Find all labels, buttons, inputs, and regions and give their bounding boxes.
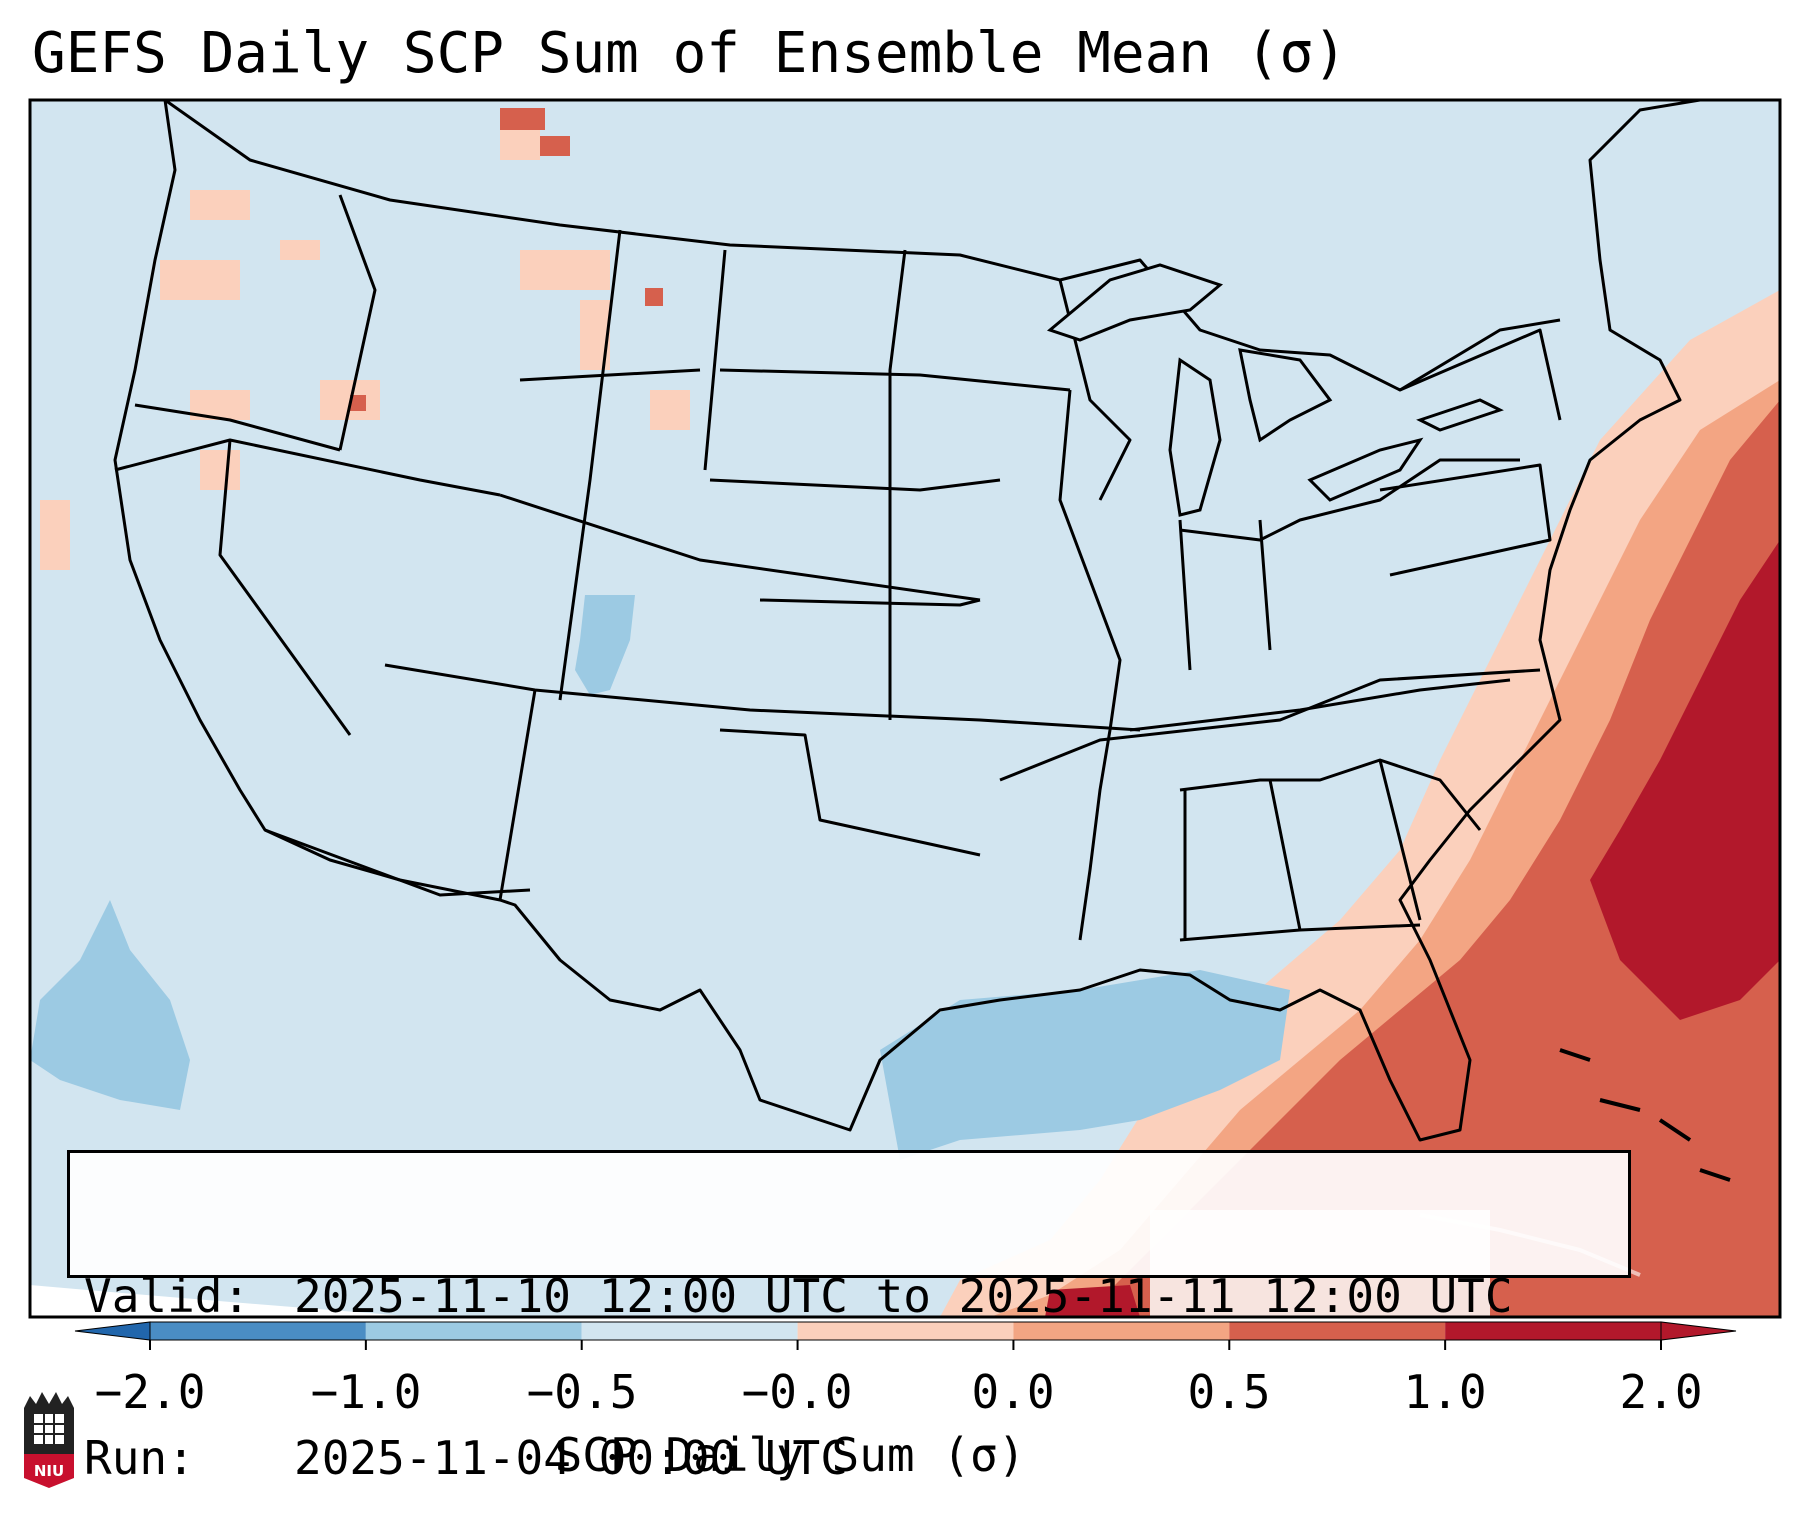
map-frame <box>28 98 1782 1319</box>
political-boundaries <box>113 100 1701 1142</box>
canada-border <box>164 100 1561 392</box>
bahamas <box>1559 1048 1731 1182</box>
border-rockies <box>558 229 907 720</box>
run-row: Run: 2025-11-04 00:00 UTC <box>84 1431 1628 1485</box>
border-ohio <box>1179 458 1520 542</box>
colorbar-segment <box>581 1322 798 1340</box>
conus-outline <box>113 100 1701 1142</box>
scp-neg-colorado <box>575 595 635 695</box>
colorbar-segment <box>1013 1322 1230 1340</box>
colorbar-tick-label: −0.5 <box>526 1365 638 1419</box>
logo-text: NIU <box>34 1462 64 1480</box>
valid-value: 2025-11-10 12:00 UTC to 2025-11-11 12:00… <box>294 1269 1513 1323</box>
niu-logo: NIU <box>24 1392 74 1488</box>
colorbar-tick-label: 1.0 <box>1403 1365 1487 1419</box>
border-wa-or <box>134 403 341 452</box>
border-tx-ok <box>719 728 981 857</box>
border-in-oh <box>1178 519 1272 671</box>
colorbar-segment <box>1229 1322 1446 1340</box>
border-fl <box>1179 923 1421 942</box>
valid-label: Valid: <box>84 1269 251 1323</box>
colorbar-tick-label: −2.0 <box>94 1365 206 1419</box>
border-ut-co-ks <box>384 663 1141 732</box>
scp-northwest-strong <box>350 108 663 411</box>
border-la-ms <box>999 668 1541 782</box>
colorbar-tick-label: −0.0 <box>741 1365 853 1419</box>
colorbar-label: SCP Daily Sum (σ) <box>554 1428 1026 1482</box>
scp-neg-pacific <box>30 900 190 1110</box>
border-ny <box>1399 328 1562 421</box>
great-lakes <box>1046 263 1504 517</box>
border-va-nc <box>1129 678 1511 732</box>
border-nd-sd <box>719 368 1071 392</box>
lake-ontario <box>1416 398 1504 432</box>
lake-huron <box>1238 348 1333 443</box>
colorbar-segment <box>150 1322 366 1340</box>
scp-pos-20-south <box>1045 1285 1140 1317</box>
scp-map <box>28 98 1782 1350</box>
colorbar-tick-label: 0.5 <box>1187 1365 1271 1419</box>
border-id-mt <box>338 194 377 451</box>
lake-superior <box>1046 263 1224 342</box>
colorbar-segment <box>365 1322 582 1340</box>
border-mt-wy <box>519 368 701 382</box>
scp-neg-gulf <box>880 970 1290 1160</box>
border-az-nm <box>498 689 537 901</box>
border-ne-ks <box>759 598 981 607</box>
border-ca-nv <box>218 439 352 736</box>
colorbar-outline <box>149 1321 1662 1341</box>
border-wy-ne <box>499 493 981 602</box>
scp-pos-15 <box>1060 400 1780 1317</box>
colorbar-tick-label: 0.0 <box>971 1365 1055 1419</box>
colorbar-extend-high <box>1660 1321 1737 1341</box>
border-sd-ne <box>709 478 1001 492</box>
valid-info-box: Valid: 2025-11-10 12:00 UTC to 2025-11-11… <box>67 1150 1631 1485</box>
scp-pos-20 <box>1590 540 1780 1020</box>
border-or-ca-nv <box>114 438 501 497</box>
colorbar-tick-label: 2.0 <box>1619 1365 1703 1419</box>
scp-field <box>30 100 1780 1317</box>
lake-michigan <box>1168 357 1222 517</box>
map-title: GEFS Daily SCP Sum of Ensemble Mean (σ) <box>32 21 1347 86</box>
border-mex <box>264 828 531 897</box>
colorbar-tick-label: −1.0 <box>310 1365 422 1419</box>
border-wi-mi <box>1058 279 1132 501</box>
border-mississippi <box>1058 389 1122 941</box>
colorbar-segment <box>1445 1322 1661 1340</box>
colorbar-segment <box>797 1322 1014 1340</box>
border-pa <box>1379 463 1552 577</box>
border-al-ga <box>1183 759 1422 940</box>
run-value: 2025-11-04 00:00 UTC <box>294 1431 848 1485</box>
lake-erie <box>1307 437 1424 502</box>
border-southeast <box>1179 758 1482 831</box>
valid-row: Valid: 2025-11-10 12:00 UTC to 2025-11-11… <box>84 1269 1628 1323</box>
colorbar <box>74 1321 1737 1350</box>
projection-corner <box>30 1285 420 1317</box>
run-label: Run: <box>84 1431 195 1485</box>
